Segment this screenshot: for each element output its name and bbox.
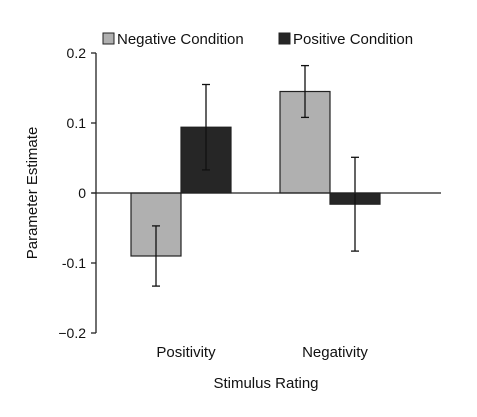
x-axis-labels: Positivity Negativity xyxy=(156,344,368,361)
bars xyxy=(130,90,381,257)
x-axis-title: Stimulus Rating xyxy=(213,375,318,392)
y-tick-label: 0.2 xyxy=(67,45,87,61)
legend: Negative Condition Positive Condition xyxy=(102,31,413,48)
legend-label: Positive Condition xyxy=(293,31,413,48)
y-axis: 0.2 0.1 0 -0.1 −0.2 xyxy=(58,45,97,341)
error-bars xyxy=(152,64,359,287)
x-tick-label: Negativity xyxy=(302,344,368,361)
y-tick-label: -0.1 xyxy=(62,255,86,271)
legend-label: Negative Condition xyxy=(117,31,244,48)
y-axis-title: Parameter Estimate xyxy=(24,127,41,260)
y-tick-label: 0.1 xyxy=(67,115,87,131)
legend-swatch xyxy=(278,32,291,45)
x-tick-label: Positivity xyxy=(156,344,216,361)
legend-swatch xyxy=(102,32,115,45)
y-tick-label: −0.2 xyxy=(58,325,86,341)
y-tick-label: 0 xyxy=(78,185,86,201)
